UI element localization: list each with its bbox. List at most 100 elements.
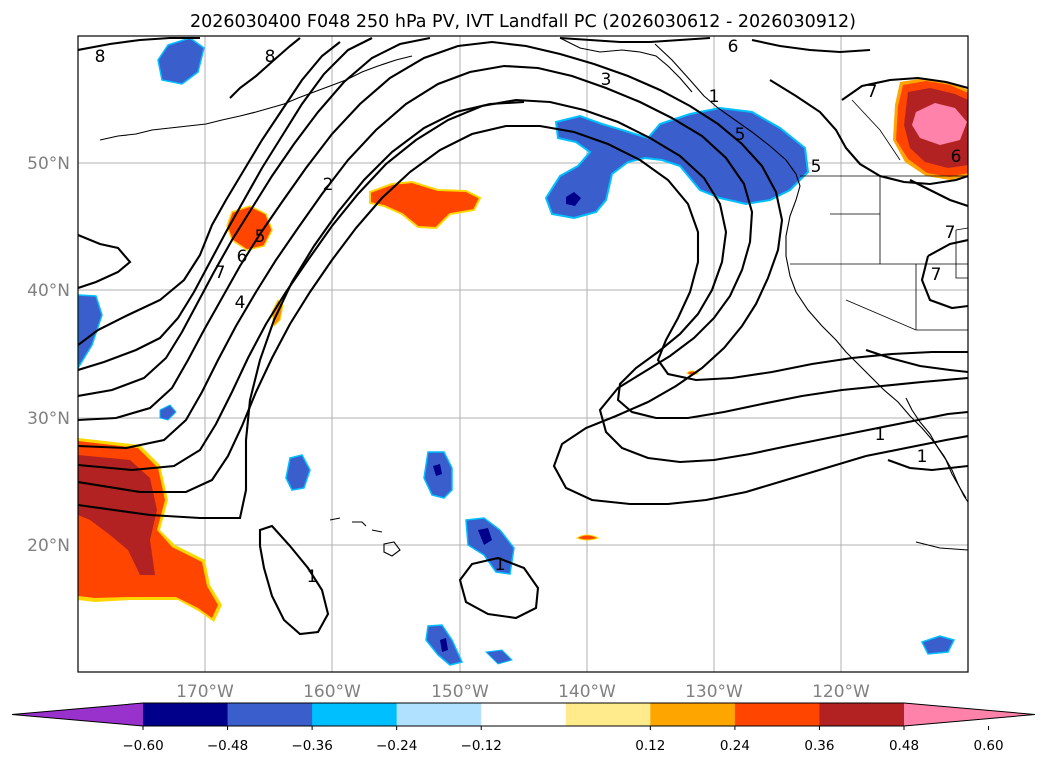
- ivt-contours: [78, 36, 968, 636]
- coastline-alaska: [559, 37, 693, 93]
- contour-label: 5: [255, 227, 266, 247]
- contour-n-arc: [559, 36, 711, 44]
- contour-sw-loop: [258, 524, 330, 636]
- map-background: [78, 36, 968, 672]
- contour-label: 3: [601, 70, 612, 90]
- contour-s-loop: [458, 556, 540, 620]
- contour-n-arc-2: [751, 38, 871, 54]
- contour-2: [78, 41, 341, 346]
- lon-label: 170°W: [176, 682, 234, 702]
- coastline-north-america: [654, 43, 968, 503]
- pv-region-northeast-pacific: [544, 106, 810, 220]
- contour-labels: 8 8 6 7 3 2 5 4 5 6 7 7 6 1 1 1 1 7 1 5: [95, 37, 962, 587]
- contour-label: 1: [495, 555, 506, 575]
- contour-label: 6: [728, 37, 739, 57]
- pv-region-dark-2: [478, 528, 492, 545]
- colorbar-tick-label: 0.24: [720, 738, 750, 754]
- figure-title: 2026030400 F048 250 hPa PV, IVT Landfall…: [190, 12, 856, 32]
- lon-label: 160°W: [303, 682, 361, 702]
- map-frame: [77, 35, 969, 673]
- contour-label: 1: [875, 425, 886, 445]
- lat-label: 40°N: [27, 281, 70, 301]
- lon-label: 140°W: [558, 682, 616, 702]
- latitude-labels: 50°N 40°N 30°N 20°N: [27, 154, 70, 556]
- contour-label: 7: [931, 265, 942, 285]
- coastlines: [99, 37, 968, 557]
- pv-region-small-2: [575, 534, 600, 541]
- border-states-4: [830, 99, 901, 215]
- colorbar-tick-label: 0.36: [804, 738, 834, 754]
- contour-ne-2: [769, 79, 968, 186]
- colorbar-segment: [481, 703, 567, 726]
- contour-label: 4: [235, 293, 246, 313]
- colorbar-segment: [396, 703, 482, 726]
- longitude-labels: 170°W 160°W 150°W 140°W 130°W 120°W: [176, 682, 870, 702]
- pv-region-blue-1: [157, 37, 205, 85]
- contour-label: 2: [323, 175, 334, 195]
- lon-label: 150°W: [431, 682, 489, 702]
- colorbar-segment: [819, 703, 905, 726]
- pv-region-northeast-core: [912, 103, 967, 145]
- contour-ne-1: [841, 76, 968, 101]
- colorbar-segment: [312, 703, 398, 726]
- lon-label: 130°W: [685, 682, 743, 702]
- pv-region-dark-3: [440, 638, 448, 652]
- contour-label: 7: [945, 223, 956, 243]
- colorbar-tick-label: −0.36: [291, 738, 332, 754]
- colorbar-segment: [143, 703, 229, 726]
- pv-region-midpacific: [369, 180, 482, 230]
- lat-label: 50°N: [27, 154, 70, 174]
- coastline-mexico-south: [915, 541, 968, 551]
- colorbar-segment: [650, 703, 736, 726]
- pv-negative-regions: [78, 37, 956, 666]
- contour-4: [78, 36, 431, 398]
- contour-label: 1: [917, 447, 928, 467]
- contour-ne-3: [920, 238, 968, 310]
- pv-region-blue-8: [484, 649, 513, 665]
- colorbar-tick-label: 0.48: [889, 738, 919, 754]
- lat-label: 30°N: [27, 409, 70, 429]
- contour-ne-4: [909, 179, 968, 207]
- contour-label: 8: [95, 47, 106, 67]
- coastline-aleutians: [99, 55, 413, 141]
- contour-label: 5: [811, 157, 822, 177]
- border-states-5: [955, 227, 968, 279]
- pv-region-blue-3: [159, 404, 177, 421]
- contour-3: [78, 37, 373, 372]
- border-states-3: [879, 176, 917, 330]
- colorbar-tick-label: 0.12: [635, 738, 665, 754]
- colorbar-tick-label: −0.24: [376, 738, 417, 754]
- pv-region-blue-4: [285, 454, 311, 491]
- contour-nw-2: [229, 37, 301, 99]
- contour-5: [78, 40, 968, 506]
- contour-e-1: [865, 349, 968, 374]
- colorbar-segment: [227, 703, 313, 726]
- contour-label: 6: [951, 147, 962, 167]
- contour-label: 7: [867, 82, 878, 102]
- contour-label: 1: [307, 567, 318, 587]
- contour-8: [78, 124, 968, 494]
- colorbar-tick-label: 0.60: [974, 738, 1004, 754]
- contour-label: 1: [709, 87, 720, 107]
- contour-e-2: [887, 459, 968, 472]
- contour-label: 5: [735, 125, 746, 145]
- colorbar-extend-high: [904, 703, 1035, 726]
- contour-1: [78, 234, 132, 289]
- colorbar-segment: [565, 703, 651, 726]
- contour-label: 7: [215, 263, 226, 283]
- contour-7: [78, 98, 968, 472]
- colorbar-tick-label: −0.12: [461, 738, 502, 754]
- pv-region-blue-9: [920, 635, 956, 655]
- contour-9: [78, 100, 525, 520]
- contour-label: 8: [265, 47, 276, 67]
- colorbar-tick-label: −0.48: [207, 738, 248, 754]
- lat-label: 20°N: [27, 536, 70, 556]
- contour-label: 6: [237, 247, 248, 267]
- pv-region-northwest: [226, 205, 273, 251]
- contour-6: [78, 64, 968, 464]
- pv-region-dark-4: [433, 464, 442, 476]
- contour-nw: [78, 36, 200, 52]
- colorbar-segment: [734, 703, 820, 726]
- colorbar-tick-label: −0.60: [122, 738, 163, 754]
